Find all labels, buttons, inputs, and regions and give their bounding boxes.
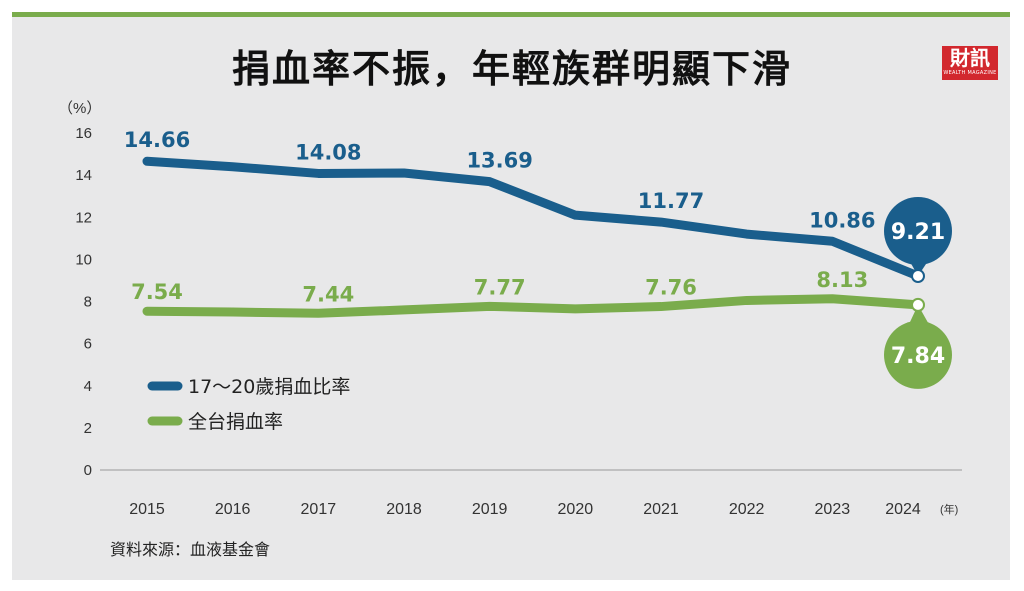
- y-tick-label: 12: [75, 209, 92, 226]
- data-label: 9.21: [891, 220, 945, 245]
- series-line-youth: [142, 156, 923, 281]
- legend-label: 17～20歲捐血比率: [188, 376, 350, 398]
- data-label: 10.86: [809, 208, 875, 232]
- series-line-overall: [142, 294, 923, 318]
- end-point-marker: [911, 297, 925, 312]
- y-tick-label: 6: [84, 336, 92, 353]
- y-tick-label: 0: [84, 462, 92, 479]
- legend-label: 全台捐血率: [188, 411, 283, 433]
- x-axis-unit: (年): [940, 502, 958, 516]
- data-label: 13.69: [466, 149, 532, 173]
- data-label: 7.44: [302, 282, 354, 306]
- source-note: 資料來源：血液基金會: [110, 540, 271, 559]
- x-tick-label: 2017: [301, 501, 337, 518]
- x-tick-label: 2023: [815, 501, 851, 518]
- logo: 財訊 WEALTH MAGAZINE: [942, 46, 998, 80]
- data-label: 7.77: [474, 275, 526, 299]
- x-tick-label: 2021: [643, 501, 679, 518]
- data-label: 7.54: [131, 280, 183, 304]
- data-label: 7.84: [891, 344, 945, 369]
- data-label: 14.66: [124, 128, 190, 152]
- y-tick-label: 8: [84, 294, 92, 311]
- y-tick-label: 10: [75, 251, 92, 268]
- x-tick-label: 2022: [729, 501, 765, 518]
- x-tick-label: 2016: [215, 501, 251, 518]
- y-tick-label: 16: [75, 125, 92, 142]
- logo-subtext: WEALTH MAGAZINE: [943, 70, 997, 76]
- y-tick-label: 14: [75, 167, 92, 184]
- logo-text: 財訊: [950, 46, 990, 70]
- end-point-marker: [911, 269, 925, 284]
- callout-bubble: [884, 197, 952, 266]
- y-tick-label: 4: [84, 378, 92, 395]
- x-tick-label: 2020: [558, 501, 594, 518]
- data-label: 8.13: [816, 268, 868, 292]
- data-label: 7.76: [645, 276, 697, 300]
- x-tick-label: 2015: [129, 501, 165, 518]
- x-tick-label: 2018: [386, 501, 422, 518]
- x-tick-label: 2024: [885, 501, 921, 518]
- y-axis-unit: （%）: [58, 100, 101, 117]
- callout-bubble: [884, 320, 952, 389]
- data-label: 14.08: [295, 140, 361, 164]
- chart-title: 捐血率不振，年輕族群明顯下滑: [231, 46, 792, 91]
- data-label: 11.77: [638, 189, 704, 213]
- y-tick-label: 2: [84, 420, 92, 437]
- x-tick-label: 2019: [472, 501, 508, 518]
